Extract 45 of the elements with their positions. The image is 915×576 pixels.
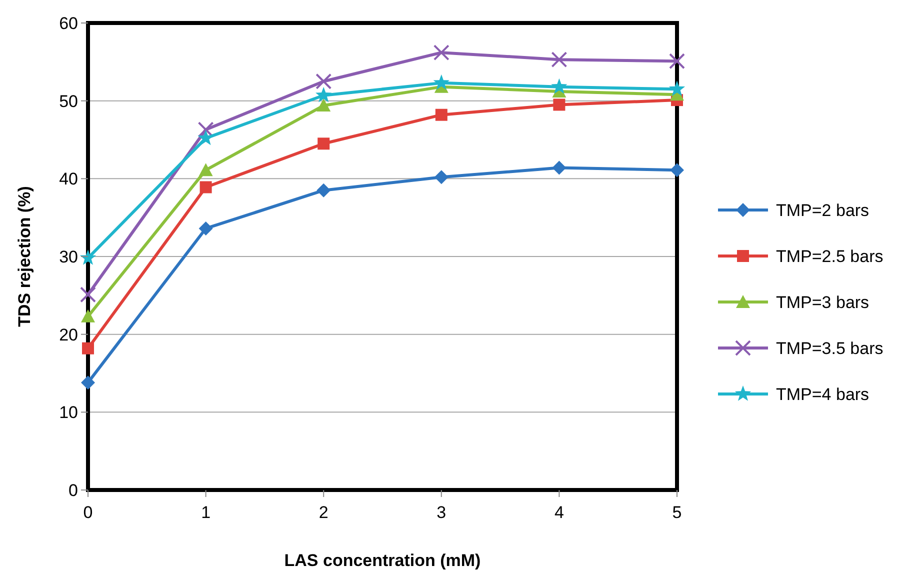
point xyxy=(670,163,684,178)
legend-label: TMP=2.5 bars xyxy=(776,247,884,266)
point xyxy=(551,52,568,68)
point xyxy=(668,80,686,96)
legend-label: TMP=2 bars xyxy=(776,201,870,220)
point xyxy=(82,342,94,354)
point xyxy=(316,73,332,90)
x-tick-label: 3 xyxy=(436,503,446,522)
y-tick-label: 50 xyxy=(59,92,78,111)
point xyxy=(552,160,566,175)
point xyxy=(435,108,448,121)
point xyxy=(316,86,332,102)
point xyxy=(433,44,450,61)
x-tick-label: 5 xyxy=(672,503,682,522)
x-axis-title: LAS concentration (mM) xyxy=(284,551,481,570)
point xyxy=(200,181,212,194)
y-tick-label: 40 xyxy=(59,170,78,189)
y-axis-title: TDS rejection (%) xyxy=(15,186,34,327)
legend-label: TMP=4 bars xyxy=(776,385,870,404)
point xyxy=(198,221,213,236)
point xyxy=(198,163,213,176)
point xyxy=(316,183,331,198)
x-tick-label: 4 xyxy=(554,503,564,522)
y-tick-label: 10 xyxy=(59,403,78,422)
point xyxy=(433,74,450,90)
x-tick-label: 1 xyxy=(201,503,211,522)
point xyxy=(80,286,96,303)
point xyxy=(80,250,96,265)
legend-label: TMP=3.5 bars xyxy=(776,339,884,358)
x-tick-label: 0 xyxy=(83,503,93,522)
point xyxy=(434,170,448,184)
point xyxy=(316,98,331,112)
point xyxy=(551,78,568,94)
y-tick-label: 20 xyxy=(59,325,78,344)
x-tick-label: 2 xyxy=(318,503,328,522)
point xyxy=(669,53,685,70)
point xyxy=(81,309,95,322)
point xyxy=(198,122,214,138)
y-tick-label: 60 xyxy=(59,14,78,33)
y-tick-label: 0 xyxy=(68,481,78,500)
point xyxy=(81,376,95,390)
y-tick-label: 30 xyxy=(59,248,78,266)
point xyxy=(553,98,566,111)
legend-label: TMP=3 bars xyxy=(776,293,870,312)
point xyxy=(318,138,330,150)
